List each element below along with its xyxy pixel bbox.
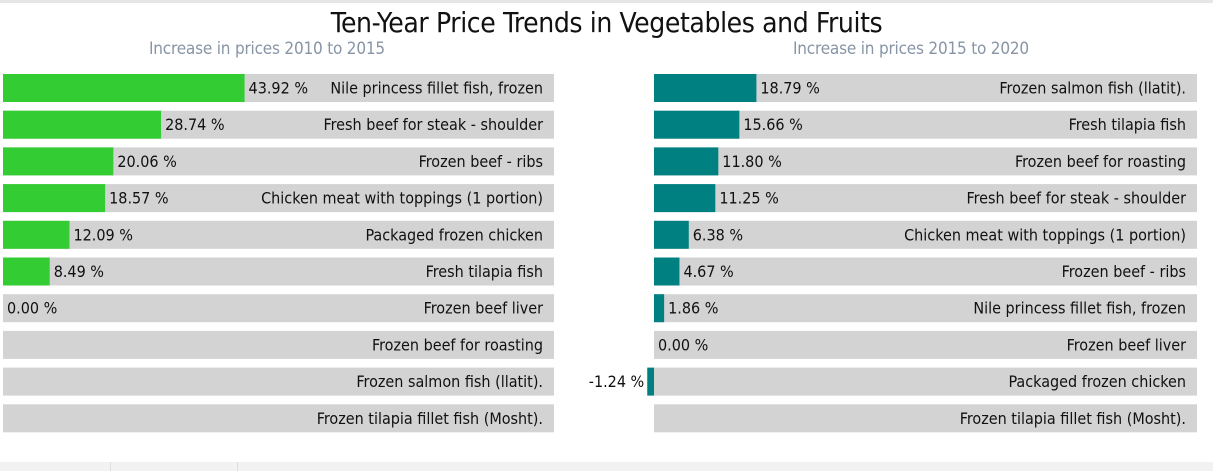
category-label: Frozen salmon fish (llatit).: [356, 372, 543, 391]
category-label: Frozen beef liver: [424, 299, 543, 318]
value-label: 12.09 %: [73, 225, 132, 244]
bar: [3, 184, 106, 213]
bar: [654, 220, 689, 249]
bar-track: [3, 404, 554, 433]
bar-track: [654, 294, 1197, 323]
bar: [654, 294, 665, 323]
value-label: 1.86 %: [668, 299, 718, 318]
value-label: 43.92 %: [249, 79, 308, 98]
chart-title: Ten-Year Price Trends in Vegetables and …: [330, 6, 883, 39]
value-label: 8.49 %: [54, 262, 104, 281]
bar: [654, 110, 740, 139]
value-label: 15.66 %: [743, 115, 802, 134]
bar: [3, 110, 162, 139]
bar-track: [654, 257, 1197, 286]
bar: [3, 147, 114, 176]
category-label: Chicken meat with toppings (1 portion): [261, 189, 543, 208]
category-label: Packaged frozen chicken: [1008, 372, 1186, 391]
right-panel: 18.79 % Frozen salmon fish (llatit). 15.66…: [589, 74, 1197, 433]
category-label: Fresh beef for steak - shoulder: [966, 189, 1186, 208]
category-label: Fresh beef for steak - shoulder: [323, 115, 543, 134]
bar-track: [654, 184, 1197, 213]
value-label: -1.24 %: [589, 372, 644, 391]
category-label: Frozen beef - ribs: [419, 152, 543, 171]
bar: [3, 257, 50, 286]
bar: [654, 147, 719, 176]
value-label: 18.79 %: [760, 79, 819, 98]
bar-track: [3, 330, 554, 359]
bar-track: [3, 367, 554, 396]
bar-track: [654, 110, 1197, 139]
bar-track: [654, 220, 1197, 249]
category-label: Frozen beef for roasting: [1015, 152, 1186, 171]
bar-track: [654, 367, 1197, 396]
bottom-divider: [110, 462, 111, 471]
bar: [654, 184, 716, 213]
top-border: [0, 0, 1213, 3]
value-label: 11.25 %: [719, 189, 778, 208]
bar-track: [3, 220, 554, 249]
category-label: Frozen tilapia fillet fish (Mosht).: [960, 409, 1186, 428]
category-label: Fresh tilapia fish: [426, 262, 543, 281]
bar: [654, 257, 680, 286]
bar-track: [654, 147, 1197, 176]
category-label: Nile princess fillet fish, frozen: [973, 299, 1186, 318]
left-panel: 43.92 % Nile princess fillet fish, frozen…: [3, 74, 554, 433]
category-label: Frozen tilapia fillet fish (Mosht).: [317, 409, 543, 428]
bar: [3, 220, 70, 249]
bar-track: [654, 330, 1197, 359]
value-label: 0.00 %: [7, 299, 57, 318]
category-label: Frozen beef liver: [1067, 335, 1186, 354]
bar: [3, 74, 245, 102]
value-label: 4.67 %: [683, 262, 733, 281]
category-label: Nile princess fillet fish, frozen: [330, 79, 543, 98]
category-label: Chicken meat with toppings (1 portion): [904, 225, 1186, 244]
bottom-scrollbar: [0, 462, 1213, 471]
value-label: 20.06 %: [117, 152, 176, 171]
value-label: 0.00 %: [658, 335, 708, 354]
bar: [654, 74, 757, 102]
category-label: Fresh tilapia fish: [1069, 115, 1186, 134]
value-label: 6.38 %: [693, 225, 743, 244]
category-label: Frozen salmon fish (llatit).: [999, 79, 1186, 98]
value-label: 18.57 %: [109, 189, 168, 208]
bar: [647, 367, 654, 396]
left-panel-subtitle: Increase in prices 2010 to 2015: [149, 39, 385, 59]
category-label: Packaged frozen chicken: [365, 225, 543, 244]
bar-track: [3, 294, 554, 323]
value-label: 28.74 %: [165, 115, 224, 134]
category-label: Frozen beef for roasting: [372, 335, 543, 354]
value-label: 11.80 %: [722, 152, 781, 171]
bottom-divider: [237, 462, 238, 471]
category-label: Frozen beef - ribs: [1062, 262, 1186, 281]
bar-track: [3, 257, 554, 286]
right-panel-subtitle: Increase in prices 2015 to 2020: [793, 39, 1029, 59]
bar-track: [654, 404, 1197, 433]
